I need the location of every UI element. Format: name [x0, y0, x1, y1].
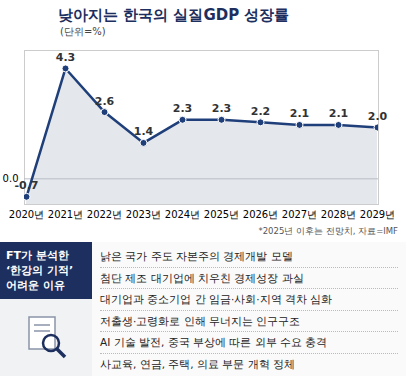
html-text:낡은 국가 주도 자본주의 경제개발 모델: 낡은 국가 주도 자본주의 경제개발 모델: [100, 250, 293, 262]
html-text:(단위=%): (단위=%): [60, 26, 106, 37]
svg-text:2026년: 2026년: [243, 209, 278, 220]
svg-text:2023년: 2023년: [126, 209, 161, 220]
html-text:FT가 분석한: FT가 분석한: [6, 249, 69, 262]
svg-text:4.3: 4.3: [56, 51, 76, 64]
svg-text:2028년: 2028년: [321, 209, 356, 220]
svg-text:-0.7: -0.7: [14, 179, 39, 193]
html-text:어려운 이유: 어려운 이유: [6, 279, 65, 292]
svg-text:2.0: 2.0: [368, 110, 388, 123]
html-text:대기업과 중소기업 간 임금·사회·지역 격차 심화: 대기업과 중소기업 간 임금·사회·지역 격차 심화: [100, 293, 333, 305]
svg-text:2022년: 2022년: [87, 209, 122, 220]
svg-text:2.1: 2.1: [329, 107, 349, 120]
svg-text:2024년: 2024년: [165, 209, 200, 220]
html-text:첨단 제조 대기업에 치우친 경제성장 과실: 첨단 제조 대기업에 치우친 경제성장 과실: [100, 271, 304, 284]
svg-text:2.2: 2.2: [251, 105, 271, 118]
svg-text:2020년: 2020년: [9, 209, 44, 220]
svg-text:2025년: 2025년: [204, 209, 239, 220]
html-text:*2025년 이후는 전망치, 자료=IMF: *2025년 이후는 전망치, 자료=IMF: [258, 226, 398, 236]
html-text:사교육, 연금, 주택, 의료 부문 개혁 정체: 사교육, 연금, 주택, 의료 부문 개혁 정체: [100, 357, 295, 370]
svg-text:2027년: 2027년: [282, 209, 317, 220]
svg-text:2029년: 2029년: [360, 209, 395, 220]
svg-text:2.3: 2.3: [173, 102, 193, 115]
svg-text:2.3: 2.3: [212, 102, 232, 115]
svg-text:2.1: 2.1: [290, 107, 310, 120]
html-text:‘한강의 기적’: ‘한강의 기적’: [6, 264, 74, 277]
html-text:낮아지는 한국의 실질GDP 성장률: 낮아지는 한국의 실질GDP 성장률: [58, 6, 290, 24]
svg-text:2021년: 2021년: [48, 209, 83, 220]
svg-text:2.6: 2.6: [95, 95, 115, 108]
svg-text:1.4: 1.4: [134, 125, 154, 138]
svg-text:0.0: 0.0: [3, 173, 19, 184]
html-text:저출생·고령화로 인해 무너지는 인구구조: 저출생·고령화로 인해 무너지는 인구구조: [100, 314, 301, 327]
html-text:AI 기술 발전, 중국 부상에 따른 외부 수요 충격: AI 기술 발전, 중국 부상에 따른 외부 수요 충격: [100, 336, 328, 348]
